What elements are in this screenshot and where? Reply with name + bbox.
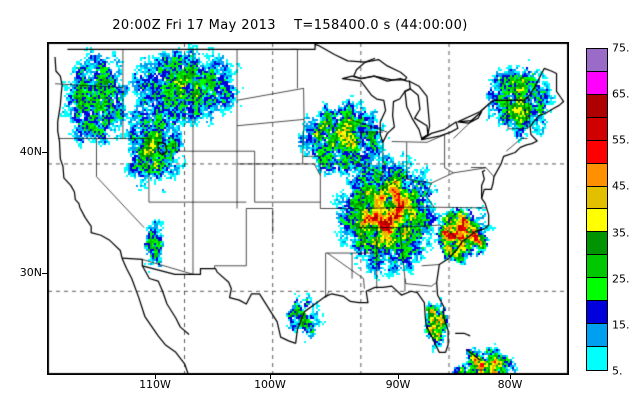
colorbar-tick-label: 45.	[612, 179, 630, 193]
colorbar-tick-label: 75.	[612, 41, 630, 55]
colorbar-band	[587, 186, 607, 210]
colorbar-band	[587, 278, 607, 302]
colorbar-band	[587, 255, 607, 279]
colorbar-band	[587, 71, 607, 95]
x-tick-label-100w: 100W	[254, 378, 286, 391]
colorbar-band	[587, 140, 607, 164]
colorbar-band	[587, 324, 607, 347]
colorbar-band	[587, 346, 607, 370]
y-tick-mark-40n	[42, 152, 48, 153]
x-tick-mark-100w	[270, 374, 271, 379]
x-tick-label-90w: 90W	[385, 378, 411, 391]
colorbar-tick-label: 15.	[612, 318, 630, 332]
reflectivity-map-canvas	[48, 43, 568, 374]
figure-title: 20:00Z Fri 17 May 2013 T=158400.0 s (44:…	[112, 18, 468, 33]
colorbar-band	[587, 117, 607, 141]
colorbar-tick-label: 55.	[612, 133, 630, 147]
reflectivity-colorbar	[586, 48, 608, 371]
colorbar-band	[587, 49, 607, 72]
x-tick-label-110w: 110W	[139, 378, 171, 391]
colorbar-tick-label: 35.	[612, 226, 630, 240]
colorbar-band	[587, 163, 607, 187]
colorbar-tick-label: 5.	[612, 364, 623, 378]
colorbar-tick-label: 25.	[612, 272, 630, 286]
x-tick-label-80w: 80W	[497, 378, 523, 391]
colorbar-band	[587, 232, 607, 256]
map-plot-area	[47, 42, 569, 375]
x-tick-mark-110w	[155, 374, 156, 379]
colorbar-band	[587, 301, 607, 325]
colorbar-tick-label: 65.	[612, 87, 630, 101]
y-tick-label-30n: 30N	[19, 266, 42, 279]
y-tick-mark-30n	[42, 273, 48, 274]
y-tick-label-40n: 40N	[19, 145, 42, 158]
x-tick-mark-90w	[398, 374, 399, 379]
colorbar-band	[587, 94, 607, 118]
colorbar-band	[587, 209, 607, 233]
x-tick-mark-80w	[510, 374, 511, 379]
